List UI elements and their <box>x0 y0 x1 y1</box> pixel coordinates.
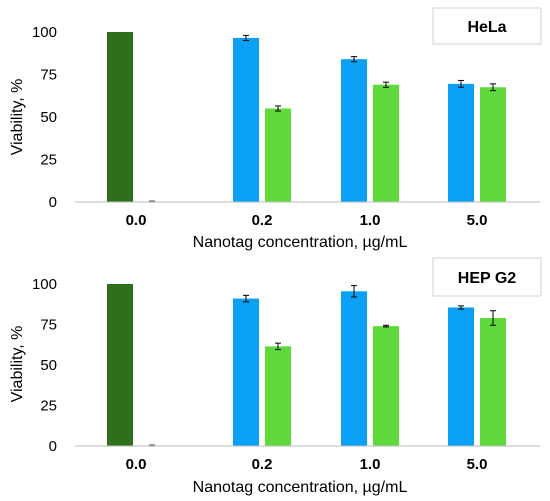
y-tick-label: 0 <box>49 194 57 211</box>
y-tick-label: 100 <box>32 24 57 41</box>
bar <box>448 307 474 446</box>
bar <box>107 32 133 202</box>
y-tick-label: 75 <box>40 317 57 334</box>
legend-box <box>432 7 542 45</box>
x-tick-label: 0.0 <box>126 212 147 229</box>
x-tick-label: 5.0 <box>467 456 488 473</box>
y-tick-label: 25 <box>40 152 57 169</box>
x-axis-ticks: 0.0 0.2 1.0 5.0 <box>126 212 488 229</box>
x-axis-title: Nanotag concentration, µg/mL <box>193 234 408 251</box>
x-tick-label: 5.0 <box>467 212 488 229</box>
bar <box>107 284 133 446</box>
y-tick-label: 50 <box>40 109 57 126</box>
bar <box>448 83 474 202</box>
bar <box>480 87 506 202</box>
chart-panel-hepg2: HEP G2 Viability, % Nanotag concentratio… <box>9 257 542 496</box>
y-tick-label: 50 <box>40 357 57 374</box>
bar <box>233 37 259 203</box>
bar <box>265 108 291 202</box>
bar-group <box>107 284 506 446</box>
x-tick-label: 1.0 <box>360 456 381 473</box>
x-tick-label: 0.0 <box>126 456 147 473</box>
x-tick-label: 0.2 <box>252 456 273 473</box>
bar <box>233 298 259 446</box>
bar <box>341 59 367 203</box>
y-axis-ticks: 0 25 50 75 100 <box>32 24 57 211</box>
x-tick-label: 0.2 <box>252 212 273 229</box>
bar <box>480 318 506 446</box>
y-tick-label: 75 <box>40 67 57 84</box>
x-axis-ticks: 0.0 0.2 1.0 5.0 <box>126 456 488 473</box>
x-axis-title: Nanotag concentration, µg/mL <box>193 479 408 496</box>
y-tick-label: 100 <box>32 276 57 293</box>
y-axis-title: Viability, % <box>9 79 26 156</box>
bar-group <box>107 32 506 203</box>
x-tick-label: 1.0 <box>360 212 381 229</box>
y-tick-label: 0 <box>49 438 57 455</box>
legend-box <box>432 257 542 297</box>
legend-label: HeLa <box>467 19 506 36</box>
bar <box>341 291 367 446</box>
bar <box>373 326 399 446</box>
bar <box>373 84 399 202</box>
y-axis-title: Viability, % <box>9 326 26 403</box>
y-tick-label: 25 <box>40 398 57 415</box>
legend-label: HEP G2 <box>458 270 517 287</box>
y-axis-ticks: 0 25 50 75 100 <box>32 276 57 455</box>
chart-panel-hela: HeLa Viability, % Nanotag concentration,… <box>9 7 542 251</box>
bar <box>265 346 291 446</box>
